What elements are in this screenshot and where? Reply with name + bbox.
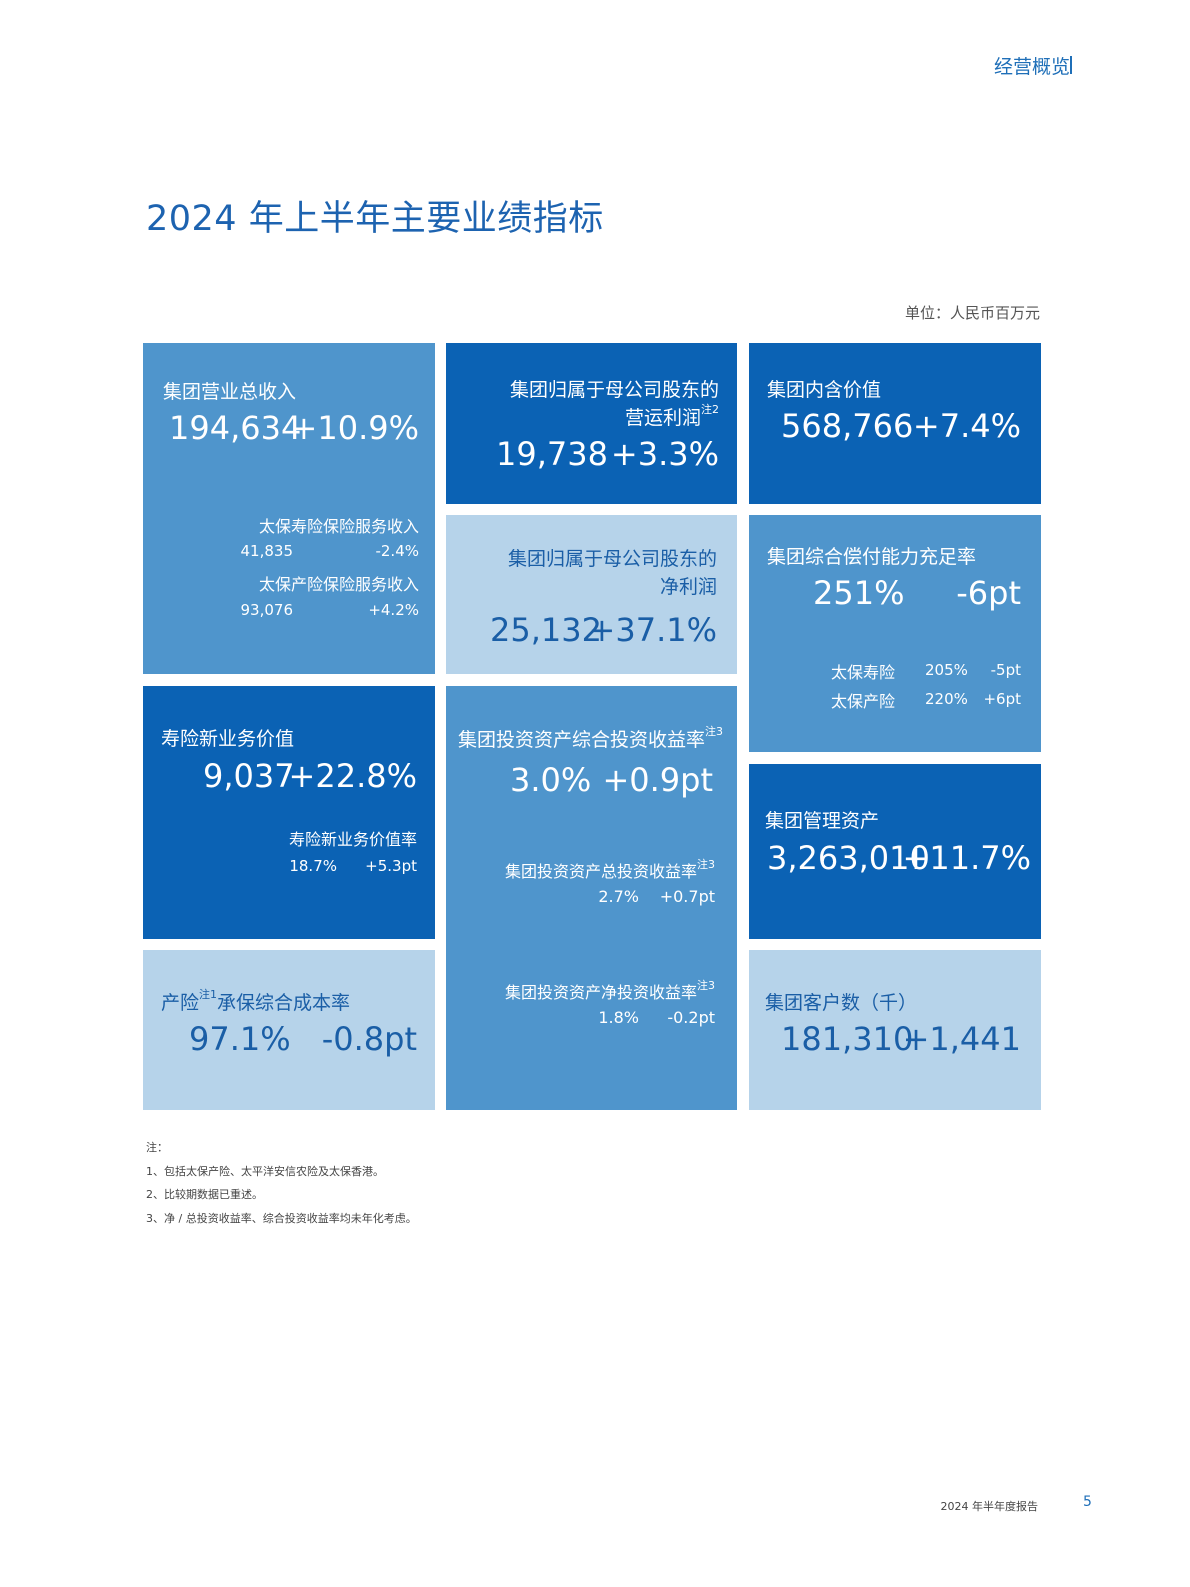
sub-label: 太保寿险保险服务收入	[258, 517, 419, 536]
tile-change: +10.9%	[290, 409, 419, 447]
sub-change: -0.2pt	[667, 1008, 715, 1027]
tile-change: -0.8pt	[321, 1020, 417, 1058]
tile-label: 集团内含价值	[767, 379, 882, 401]
tile-value: 568,766	[781, 407, 914, 445]
tile-label: 集团归属于母公司股东的	[509, 379, 719, 401]
sub-value: 1.8%	[598, 1008, 639, 1027]
tile-change: +11.7%	[902, 839, 1031, 877]
tile-net-profit: 集团归属于母公司股东的 净利润 25,132 +37.1%	[446, 515, 737, 674]
tile-change: +0.9pt	[602, 761, 713, 799]
tile-change: +37.1%	[588, 611, 717, 649]
tile-label: 集团客户数（千）	[765, 992, 918, 1014]
tile-change: +1,441	[902, 1020, 1021, 1058]
tile-value: 251%	[813, 574, 905, 612]
sub-value: 220%	[925, 690, 968, 708]
tile-value: 194,634	[169, 409, 302, 447]
tile-embedded-value: 集团内含价值 568,766 +7.4%	[749, 343, 1041, 504]
sub-value: 2.7%	[598, 887, 639, 906]
sub-value: 18.7%	[289, 857, 337, 875]
tile-label: 集团营业总收入	[163, 381, 297, 403]
page-title: 2024 年上半年主要业绩指标	[146, 199, 604, 239]
tile-label: 集团归属于母公司股东的	[507, 548, 717, 570]
sub-change: +0.7pt	[659, 887, 715, 906]
tile-value: 3,263,010	[767, 839, 930, 877]
tile-investment-yield: 集团投资资产综合投资收益率注3 3.0% +0.9pt 集团投资资产总投资收益率…	[446, 686, 737, 1110]
sub-label: 集团投资资产总投资收益率注3	[504, 858, 715, 881]
footnote-ref: 注1	[199, 988, 218, 1001]
tile-value: 3.0%	[510, 761, 592, 799]
tile-value: 25,132	[490, 611, 602, 649]
sub-value: 93,076	[240, 601, 294, 619]
sub-label: 太保产险保险服务收入	[258, 575, 419, 594]
tile-change: -6pt	[956, 574, 1021, 612]
section-title: 经营概览	[993, 56, 1070, 78]
footnotes-title: 注：	[146, 1141, 168, 1154]
footnote-ref: 注3	[705, 725, 724, 738]
sub-value: 205%	[925, 661, 968, 679]
tile-combined-ratio: 产险注1承保综合成本率 97.1% -0.8pt	[143, 950, 435, 1110]
tile-group-revenue: 集团营业总收入 194,634 +10.9% 太保寿险保险服务收入 41,835…	[143, 343, 435, 674]
footnotes: 注： 1、包括太保产险、太平洋安信农险及太保香港。 2、比较期数据已重述。 3、…	[146, 1136, 417, 1230]
footnote-item: 2、比较期数据已重述。	[146, 1188, 263, 1201]
footnote-item: 3、净 / 总投资收益率、综合投资收益率均未年化考虑。	[146, 1211, 417, 1225]
sub-label: 集团投资资产净投资收益率注3	[504, 979, 715, 1002]
tile-value: 19,738	[496, 435, 608, 473]
tile-label: 集团投资资产综合投资收益率注3	[458, 725, 724, 751]
tile-change: +7.4%	[912, 407, 1021, 445]
tile-label: 寿险新业务价值	[161, 728, 295, 750]
tile-label: 产险注1承保综合成本率	[161, 988, 351, 1014]
footnote-ref: 注2	[701, 403, 719, 416]
header-divider	[1070, 56, 1072, 74]
footnote-ref: 注3	[697, 858, 715, 871]
tile-operating-profit: 集团归属于母公司股东的 营运利润注2 19,738 +3.3%	[446, 343, 737, 504]
sub-value: 41,835	[240, 542, 294, 560]
tile-label: 集团综合偿付能力充足率	[767, 546, 977, 568]
sub-change: -5pt	[990, 661, 1021, 679]
footnote-ref: 注3	[697, 979, 715, 992]
footnote-item: 1、包括太保产险、太平洋安信农险及太保香港。	[146, 1164, 384, 1178]
tile-value: 9,037	[203, 757, 295, 795]
tile-solvency-ratio: 集团综合偿付能力充足率 251% -6pt 太保寿险 205% -5pt 太保产…	[749, 515, 1041, 752]
tile-label-line2: 净利润	[659, 576, 717, 598]
sub-label: 寿险新业务价值率	[288, 830, 417, 849]
tile-label-line2: 营运利润注2	[624, 403, 719, 429]
sub-change: +6pt	[983, 690, 1021, 708]
tile-value: 97.1%	[189, 1020, 291, 1058]
footer-report-name: 2024 年半年度报告	[940, 1500, 1039, 1513]
tile-customers: 集团客户数（千） 181,310 +1,441	[749, 950, 1041, 1110]
unit-label: 单位：人民币百万元	[904, 304, 1040, 322]
sub-label: 太保寿险	[831, 663, 896, 682]
tile-assets-under-management: 集团管理资产 3,263,010 +11.7%	[749, 764, 1041, 939]
tile-label: 集团管理资产	[765, 810, 880, 832]
sub-label: 太保产险	[831, 692, 896, 711]
tile-new-business-value: 寿险新业务价值 9,037 +22.8% 寿险新业务价值率 18.7% +5.3…	[143, 686, 435, 939]
tile-change: +3.3%	[610, 435, 719, 473]
sub-change: +4.2%	[368, 601, 419, 619]
sub-change: -2.4%	[375, 542, 419, 560]
tile-value: 181,310	[781, 1020, 914, 1058]
sub-change: +5.3pt	[365, 857, 417, 875]
tile-change: +22.8%	[288, 757, 417, 795]
page-number: 5	[1083, 1494, 1092, 1510]
